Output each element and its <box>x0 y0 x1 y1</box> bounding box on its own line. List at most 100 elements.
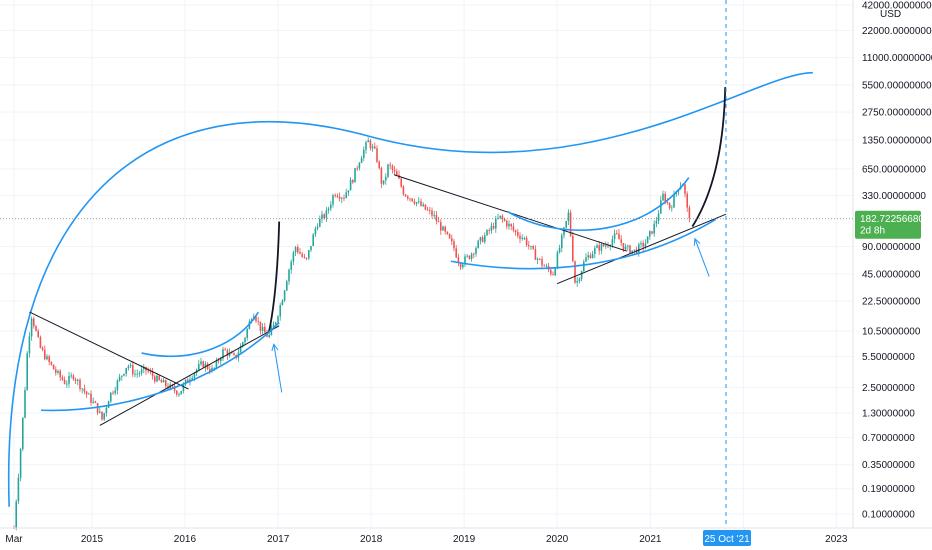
candle-body <box>242 342 244 346</box>
candle-body <box>521 238 523 239</box>
candle-body <box>314 228 317 235</box>
candle-body <box>653 223 655 234</box>
candle-body <box>127 366 130 369</box>
candle-body <box>607 245 609 247</box>
candle-body <box>671 207 673 209</box>
y-tick-label: 0.35000000 <box>862 460 915 471</box>
candle-body <box>259 321 262 331</box>
candle-body <box>330 204 332 209</box>
candle-body <box>255 316 257 321</box>
candle-body <box>589 255 592 259</box>
candle-body <box>534 249 537 260</box>
candle-body <box>270 327 273 335</box>
candle-body <box>279 305 281 317</box>
candle-body <box>393 169 396 172</box>
candle-body <box>138 373 141 375</box>
candle-body <box>310 246 312 251</box>
trendline <box>99 325 280 426</box>
candle-body <box>512 226 515 231</box>
x-tick-label: 2017 <box>267 534 290 545</box>
candle-body <box>341 197 343 199</box>
y-tick-label: 10.50000000 <box>862 327 921 338</box>
candle-body <box>470 253 473 259</box>
candle-body <box>105 407 108 414</box>
candle-body <box>440 222 442 231</box>
candle-body <box>558 247 561 253</box>
arrow-shaft <box>694 238 710 277</box>
blue-curve <box>141 311 259 357</box>
candle-body <box>283 290 286 301</box>
candle-body <box>455 248 457 258</box>
candle-body <box>52 364 55 370</box>
candle-body <box>202 361 204 368</box>
candle-body <box>257 320 259 322</box>
candle-body <box>101 411 103 420</box>
marker-date-label: 25 Oct '21 <box>704 534 750 545</box>
candle-body <box>600 244 603 251</box>
candle-body <box>290 261 292 270</box>
candle-body <box>288 269 290 282</box>
candle-body <box>356 168 358 170</box>
candle-body <box>323 214 325 219</box>
candle-body <box>668 202 671 209</box>
candle-body <box>616 233 618 235</box>
candle-body <box>387 164 389 177</box>
y-tick-label: 11000.00000000 <box>862 53 932 64</box>
candle-body <box>649 231 651 237</box>
candle-body <box>374 146 376 149</box>
candle-body <box>409 198 411 200</box>
candle-body <box>162 380 165 383</box>
y-tick-label: 0.10000000 <box>862 509 915 520</box>
candle-body <box>530 245 532 247</box>
candle-body <box>631 250 633 254</box>
candle-body <box>554 268 556 275</box>
candle-body <box>365 142 367 150</box>
candle-body <box>550 269 552 275</box>
candle-body <box>57 370 59 373</box>
candle-body <box>629 245 631 254</box>
candle-body <box>602 244 605 247</box>
candle-body <box>46 356 48 360</box>
candle-body <box>347 190 350 193</box>
blue-curve <box>450 218 717 270</box>
candle-body <box>325 210 328 219</box>
candle-body <box>536 258 539 260</box>
arrow-head <box>693 237 701 246</box>
candle-body <box>233 353 235 355</box>
candle-body <box>448 233 451 239</box>
candle-body <box>543 265 545 267</box>
candle-body <box>228 352 231 356</box>
x-tick-label: 2018 <box>360 534 383 545</box>
candle-body <box>435 214 438 222</box>
current-price-value: 182.72256680 <box>860 214 924 225</box>
y-tick-label: 5500.00000000 <box>862 80 932 91</box>
candle-body <box>596 245 598 248</box>
candle-body <box>378 161 380 169</box>
candle-body <box>28 336 31 354</box>
candle-body <box>591 253 594 259</box>
candle-body <box>382 180 385 184</box>
candle-body <box>499 215 501 218</box>
candle-body <box>528 245 530 247</box>
candle-body <box>506 220 508 227</box>
candle-body <box>468 255 471 259</box>
x-tick-label: 2016 <box>174 534 197 545</box>
candle-body <box>338 196 341 199</box>
y-tick-label: 0.70000000 <box>862 433 915 444</box>
currency-label: USD <box>880 9 901 20</box>
price-axis[interactable]: 42000.00000000 22000.00000000 11000.000000… <box>862 1 932 521</box>
candle-body <box>655 220 658 224</box>
marker-date-badge <box>703 530 751 546</box>
candle-body <box>422 204 424 206</box>
candle-body <box>244 337 246 343</box>
candle-body <box>367 140 369 143</box>
candle-body <box>644 243 647 247</box>
candle-body <box>475 247 477 254</box>
candle-body <box>532 245 534 250</box>
candle-body <box>660 200 662 214</box>
candle-body <box>107 401 110 408</box>
x-tick-label: 2023 <box>825 534 848 545</box>
